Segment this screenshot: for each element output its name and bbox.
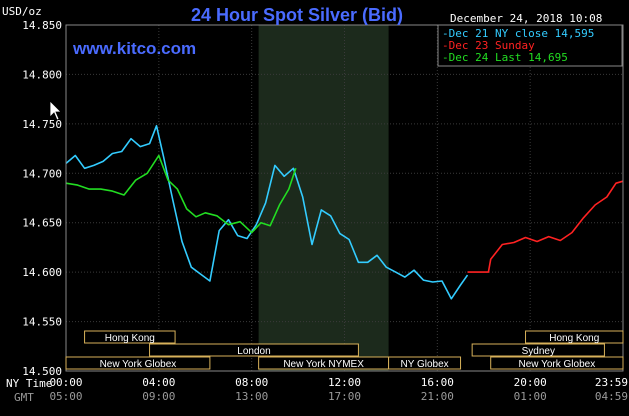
y-tick-label: 14.850: [22, 19, 62, 32]
ny-time-label: NY Time: [6, 377, 52, 390]
legend-box: [437, 24, 623, 67]
market-sessions: Hong Kong London New York Globex New York N…: [65, 330, 624, 370]
gmt-label: GMT: [14, 391, 34, 404]
session-bar: [490, 356, 624, 370]
y-tick-label: 14.700: [22, 167, 62, 180]
session-bar: [525, 330, 624, 344]
session-label: Sydney: [522, 346, 555, 357]
x-tick-label-gmt: 21:00: [421, 390, 454, 403]
y-tick-label: 14.800: [22, 68, 62, 81]
x-tick-label-ny: 20:00: [514, 376, 547, 389]
plot-frame: [65, 24, 624, 372]
x-tick-label-gmt: 09:00: [142, 390, 175, 403]
x-tick-label-ny: 16:00: [421, 376, 454, 389]
x-tick-label-gmt: 04:59: [595, 390, 628, 403]
chart-title: 24 Hour Spot Silver (Bid): [191, 5, 403, 25]
session-bar: [388, 356, 462, 370]
y-tick-label: 14.500: [22, 365, 62, 378]
x-tick-label-gmt: 05:00: [49, 390, 82, 403]
session-label: New York NYMEX: [283, 359, 364, 370]
y-tick-label: 14.550: [22, 316, 62, 329]
session-label: Hong Kong: [105, 333, 155, 344]
legend: -Dec 21 NY close 14,595-Dec 23 Sunday-De…: [437, 24, 623, 67]
grid-lines: [66, 25, 623, 371]
x-tick-label-ny: 08:00: [235, 376, 268, 389]
unit-label: USD/oz: [2, 5, 42, 18]
y-tick-label: 14.600: [22, 266, 62, 279]
nymex-shaded-region: [258, 25, 389, 371]
series-layer: [65, 125, 624, 300]
x-tick-label-gmt: 13:00: [235, 390, 268, 403]
legend-entry: -Dec 23 Sunday: [442, 39, 535, 52]
x-tick-label-gmt: 17:00: [328, 390, 361, 403]
series-line: [467, 180, 624, 273]
x-tick-label-ny: 12:00: [328, 376, 361, 389]
session-label: London: [237, 346, 270, 357]
session-label: NY Globex: [400, 359, 448, 370]
session-bar: [149, 343, 359, 357]
x-tick-label-gmt: 01:00: [514, 390, 547, 403]
session-bar: [65, 356, 211, 370]
series-line: [65, 154, 297, 234]
timestamp: December 24, 2018 10:08: [450, 12, 602, 25]
x-tick-label-ny: 04:00: [142, 376, 175, 389]
session-bar: [471, 343, 605, 357]
cursor-arrow-icon: [49, 100, 62, 121]
session-label: New York Globex: [100, 359, 177, 370]
session-bar: [84, 330, 176, 344]
website-label: www.kitco.com: [72, 39, 196, 58]
y-axis: 14.850 14.800 14.750 14.700 14.650 14.600 14.5…: [22, 19, 62, 378]
session-label: Hong Kong: [549, 333, 599, 344]
session-label: New York Globex: [518, 359, 595, 370]
y-tick-label: 14.750: [22, 118, 62, 131]
legend-entry: -Dec 24 Last 14,695: [442, 51, 568, 64]
legend-entry: -Dec 21 NY close 14,595: [442, 27, 594, 40]
x-tick-label-ny: 00:00: [49, 376, 82, 389]
x-tick-label-ny: 23:59: [595, 376, 628, 389]
series-line: [65, 125, 469, 300]
y-tick-label: 14.650: [22, 217, 62, 230]
